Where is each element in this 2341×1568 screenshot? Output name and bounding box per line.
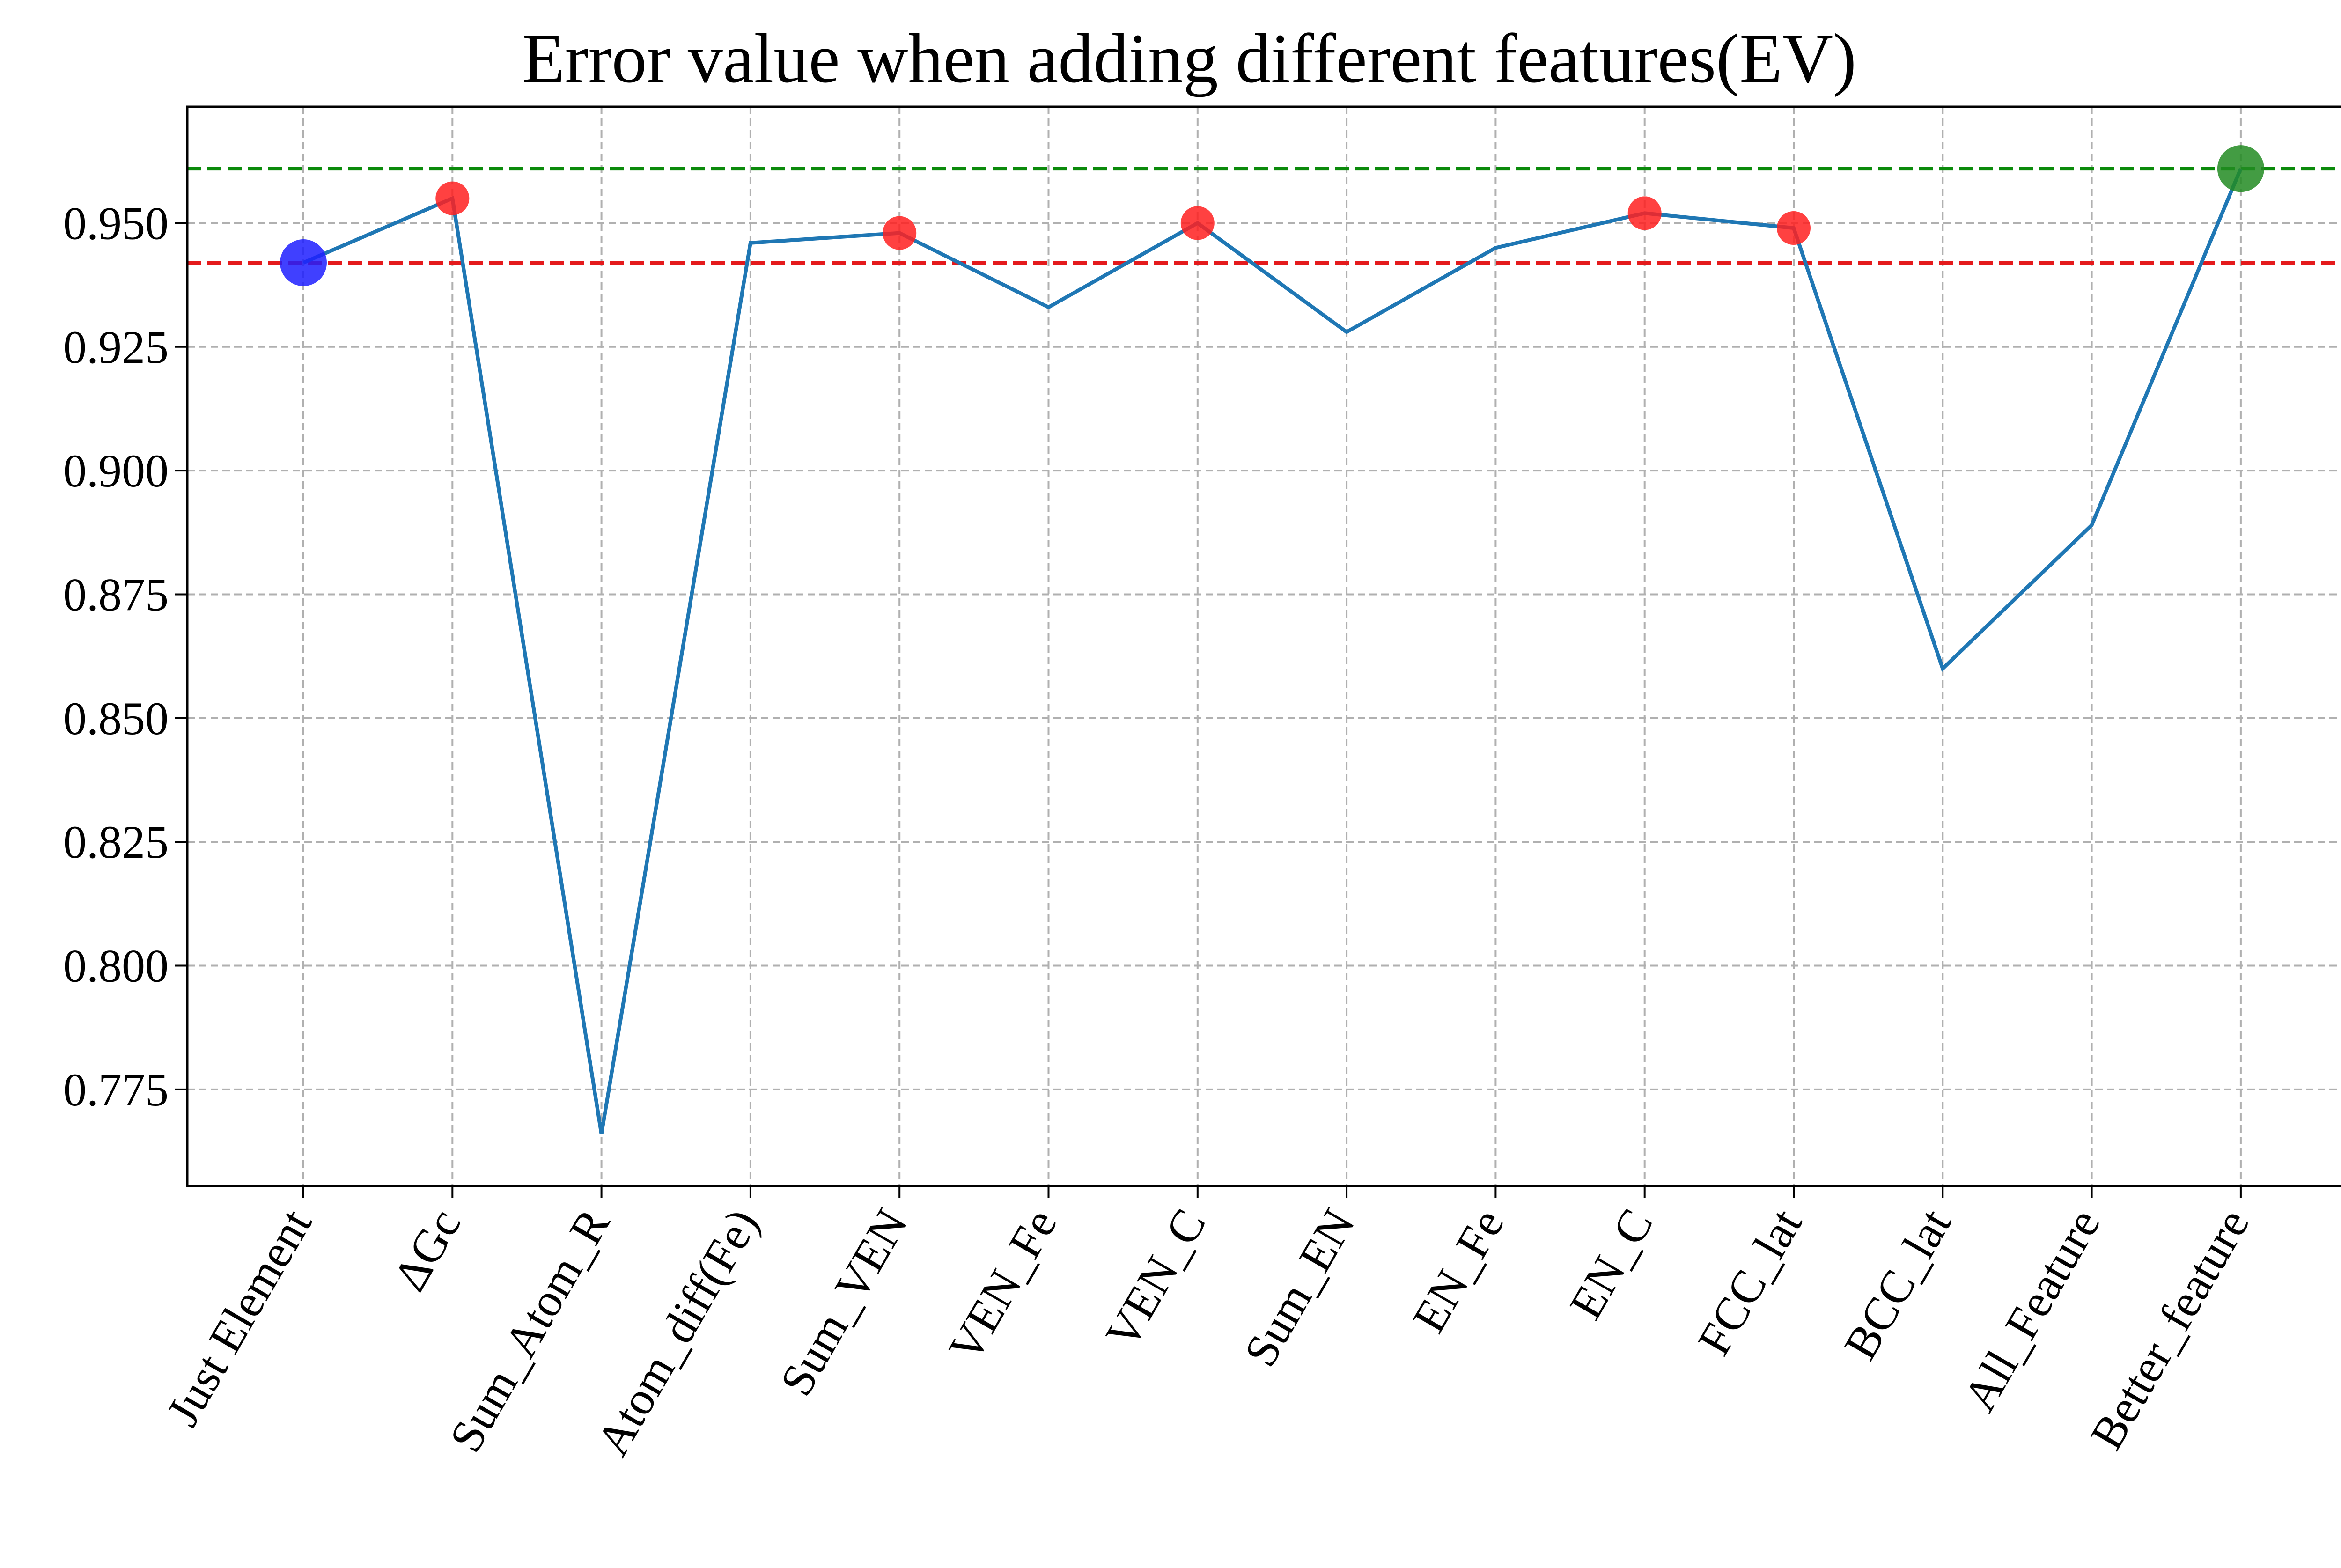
highlight-point <box>2217 145 2264 192</box>
reference-lines <box>187 167 2341 265</box>
plot-frame <box>186 105 2341 1187</box>
x-tick-label: All_Feature <box>1953 1200 2110 1420</box>
x-tick-label: Sum_VEN <box>770 1200 918 1405</box>
x-tick-label: Sum_EN <box>1234 1200 1365 1375</box>
grid-lines <box>187 107 2341 1186</box>
x-tick-label: EN_Fe <box>1403 1200 1514 1341</box>
y-tick-label: 0.900 <box>63 445 169 497</box>
x-tick-label: BCC_lat <box>1834 1200 1961 1368</box>
y-axis: 0.775 0.800 0.825 0.850 0.875 0.900 0.925 0.950 <box>63 197 187 1116</box>
x-tick-label: Better_feature <box>2080 1200 2259 1458</box>
x-tick-label: ΔGc <box>383 1200 471 1300</box>
highlight-point <box>883 216 917 250</box>
x-tick-label: Just Element <box>156 1200 322 1435</box>
y-tick-label: 0.775 <box>63 1064 169 1116</box>
x-tick-label: FCC_lat <box>1687 1200 1812 1363</box>
highlight-point <box>280 239 327 287</box>
highlight-point <box>435 181 470 215</box>
y-tick-label: 0.850 <box>63 692 169 744</box>
y-tick-label: 0.825 <box>63 816 169 868</box>
chart-title: Error value when adding different featur… <box>522 20 1856 97</box>
series-line <box>302 168 2243 1134</box>
x-tick-label: VEN_Fe <box>939 1200 1067 1370</box>
series-lines <box>302 168 2243 1134</box>
y-tick-label: 0.875 <box>63 568 169 620</box>
x-tick-label: Atom_diff(Fe) <box>586 1200 769 1465</box>
x-tick-label: Sum_Atom_R <box>440 1200 620 1460</box>
y-tick-label: 0.925 <box>63 321 169 373</box>
highlight-point <box>1777 211 1811 245</box>
y-tick-label: 0.950 <box>63 197 169 249</box>
highlight-point <box>1627 196 1662 230</box>
x-tick-label: EN_C <box>1560 1200 1663 1328</box>
x-tick-label: VEN_C <box>1096 1200 1216 1357</box>
y-tick-label: 0.800 <box>63 940 169 992</box>
highlight-point <box>1180 206 1215 240</box>
highlight-markers <box>280 145 2264 287</box>
